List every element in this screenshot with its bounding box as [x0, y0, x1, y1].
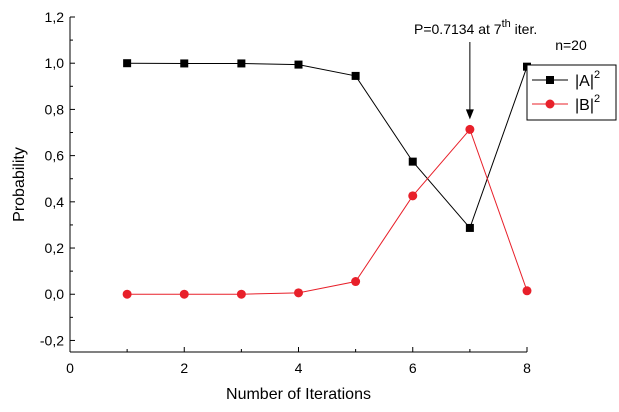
- y-axis-label: Probability: [11, 147, 28, 222]
- legend-label-sup: 2: [594, 93, 600, 105]
- y-tick-label: -0,2: [40, 332, 64, 348]
- n-label: n=20: [555, 37, 587, 53]
- legend-label: |B|2: [575, 93, 600, 114]
- point-b: [408, 191, 418, 201]
- point-b: [465, 124, 475, 134]
- series-markers: [122, 59, 532, 299]
- arrow-annotation-sup: th: [502, 18, 511, 30]
- ticks: 0 2 4 6 8 -0,2 0,0 0,2 0,4 0,6 0,8 1,0 1,2: [40, 9, 531, 376]
- x-tick-label: 6: [409, 360, 417, 376]
- point-a: [180, 59, 189, 68]
- x-tick-label: 8: [523, 360, 531, 376]
- y-tick-label: 0,6: [45, 148, 65, 164]
- point-b: [122, 289, 132, 299]
- point-a: [465, 223, 474, 232]
- series-line-a: [127, 62, 528, 229]
- arrow-annotation-suffix: iter.: [511, 21, 537, 37]
- legend-label-name: |A|: [575, 73, 594, 90]
- y-tick-label: 0,4: [45, 194, 65, 210]
- arrow-annotation-prefix: P=0.7134 at 7: [414, 21, 502, 37]
- legend-box: [526, 64, 617, 121]
- legend: |A|2|B|2: [526, 64, 617, 121]
- point-a: [351, 71, 360, 80]
- point-a: [294, 60, 303, 69]
- x-axis-label: Number of Iterations: [226, 386, 371, 403]
- legend-swatch-marker: [546, 76, 554, 84]
- y-tick-label: 1,2: [45, 9, 65, 25]
- legend-swatch-marker: [545, 99, 555, 109]
- series-lines: [127, 62, 528, 295]
- point-b: [236, 289, 246, 299]
- point-a: [123, 59, 132, 68]
- arrow-annotation: P=0.7134 at 7th iter.: [414, 18, 537, 120]
- point-b: [351, 277, 361, 287]
- y-tick-label: 1,0: [45, 55, 65, 71]
- point-a: [408, 157, 417, 166]
- legend-label: |A|2: [575, 69, 600, 90]
- y-tick-label: 0,8: [45, 101, 65, 117]
- point-b: [294, 288, 303, 298]
- point-b: [179, 289, 189, 299]
- y-tick-label: 0,0: [45, 286, 65, 302]
- x-tick-label: 0: [66, 360, 74, 376]
- point-b: [522, 286, 532, 296]
- legend-label-name: |B|: [575, 97, 594, 114]
- arrow-annotation-label: P=0.7134 at 7th iter.: [414, 18, 537, 37]
- x-tick-label: 4: [295, 360, 303, 376]
- point-a: [237, 59, 246, 68]
- legend-label-sup: 2: [594, 69, 600, 81]
- arrow-head: [465, 109, 474, 120]
- y-tick-label: 0,2: [45, 240, 65, 256]
- series-line-b: [127, 128, 528, 295]
- x-tick-label: 2: [180, 360, 188, 376]
